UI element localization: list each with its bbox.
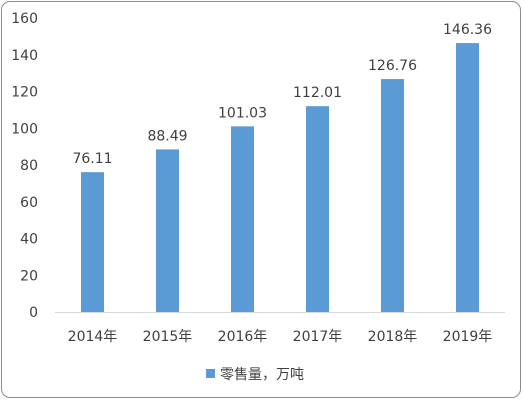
bar [81,172,104,312]
bar [231,126,254,312]
x-tick-label: 2015年 [143,329,193,345]
y-tick-label: 160 [11,11,38,27]
y-tick-label: 120 [11,85,38,101]
y-tick-label: 40 [20,232,38,248]
y-tick-label: 140 [11,48,38,64]
bar [456,43,479,312]
x-axis-ticks: 2014年 2015年 2016年 2017年 2018年 2019年 [68,329,493,345]
x-tick-label: 2017年 [293,329,343,345]
data-label: 112.01 [293,85,342,101]
data-label: 101.03 [218,105,267,121]
y-tick-label: 20 [20,268,38,284]
x-tick-label: 2018年 [368,329,418,345]
y-tick-label: 100 [11,121,38,137]
x-tick-label: 2014年 [68,329,118,345]
legend-label: 零售量，万吨 [220,367,304,383]
legend: 零售量，万吨 [206,367,304,383]
bar [306,106,329,312]
data-label: 146.36 [443,22,492,38]
bar [381,79,404,313]
bars [81,43,479,313]
y-axis-ticks: 0 20 40 60 80 100 120 140 160 [11,11,38,321]
y-tick-label: 0 [29,305,38,321]
data-labels: 76.11 88.49 101.03 112.01 126.76 146.36 [72,22,492,167]
bar [156,149,179,312]
x-tick-label: 2019年 [443,329,493,345]
x-tick-label: 2016年 [218,329,268,345]
data-label: 126.76 [368,58,417,74]
y-tick-label: 80 [20,158,38,174]
y-tick-label: 60 [20,195,38,211]
data-label: 76.11 [72,151,112,167]
data-label: 88.49 [147,128,187,144]
legend-swatch [206,369,215,378]
